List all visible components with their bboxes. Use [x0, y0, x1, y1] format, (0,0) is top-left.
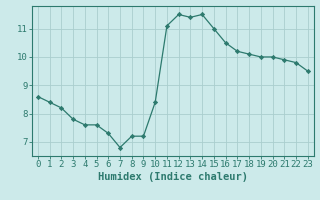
X-axis label: Humidex (Indice chaleur): Humidex (Indice chaleur) — [98, 172, 248, 182]
